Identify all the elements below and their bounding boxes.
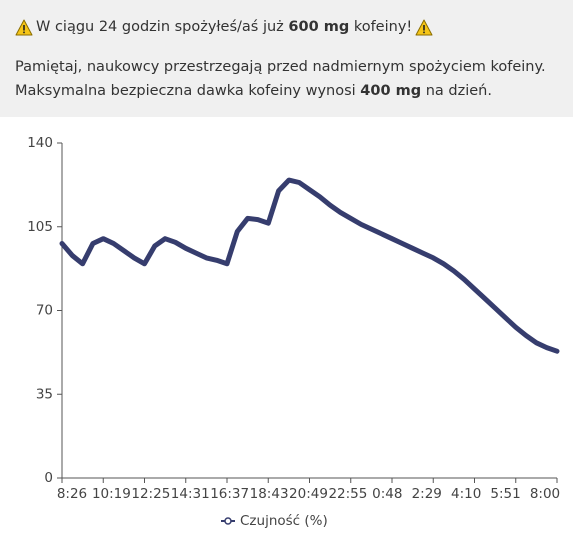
- x-tick-label: 4:10: [451, 486, 481, 502]
- x-tick-label: 22:55: [328, 486, 367, 502]
- note-line: Pamiętaj, naukowcy przestrzegają przed n…: [15, 59, 546, 75]
- x-tick-label: 8:00: [530, 486, 560, 502]
- warning-icon: [415, 19, 433, 35]
- x-tick-label: 10:19: [92, 486, 131, 502]
- y-tick-label: 0: [44, 470, 53, 486]
- x-tick-label: 12:25: [131, 486, 170, 502]
- y-tick-label: 70: [36, 303, 53, 319]
- alert-amount: 600 mg: [288, 19, 350, 35]
- series-line: [59, 177, 560, 354]
- alert-text: kofeiny!: [353, 19, 413, 35]
- x-tick-label: 14:31: [171, 486, 210, 502]
- x-tick-label: 18:43: [250, 486, 289, 502]
- legend-marker: [224, 517, 232, 525]
- note-text: na dzień.: [425, 83, 492, 99]
- note-line: Maksymalna bezpieczna dawka kofeiny wyno…: [15, 79, 573, 103]
- caffeine-banner: W ciągu 24 godzin spożyłeś/aś już 600 mg…: [0, 0, 573, 117]
- x-tick-label: 0:48: [372, 486, 402, 502]
- x-tick-label: 16:37: [210, 486, 249, 502]
- y-tick-label: 140: [27, 135, 53, 151]
- x-tick-label: 5:51: [490, 486, 520, 502]
- note-amount: 400 mg: [360, 83, 422, 99]
- x-tick-label: 20:49: [289, 486, 328, 502]
- chart: 0 35 70 105 140 8:26 10:19 12:25 14:31 16:37 18:43…: [27, 135, 560, 529]
- y-tick-label: 35: [36, 386, 53, 402]
- y-tick-label: 105: [27, 219, 53, 235]
- alert-text: W ciągu 24 godzin spożyłeś/aś już: [36, 19, 284, 35]
- alert-line: W ciągu 24 godzin spożyłeś/aś już 600 mg…: [15, 15, 573, 39]
- note-text: Maksymalna bezpieczna dawka kofeiny wyno…: [15, 83, 356, 99]
- warning-icon: [15, 19, 33, 35]
- x-tick-label: 8:26: [57, 486, 87, 502]
- legend-label: Czujność (%): [240, 513, 328, 529]
- x-tick-label: 2:29: [412, 486, 442, 502]
